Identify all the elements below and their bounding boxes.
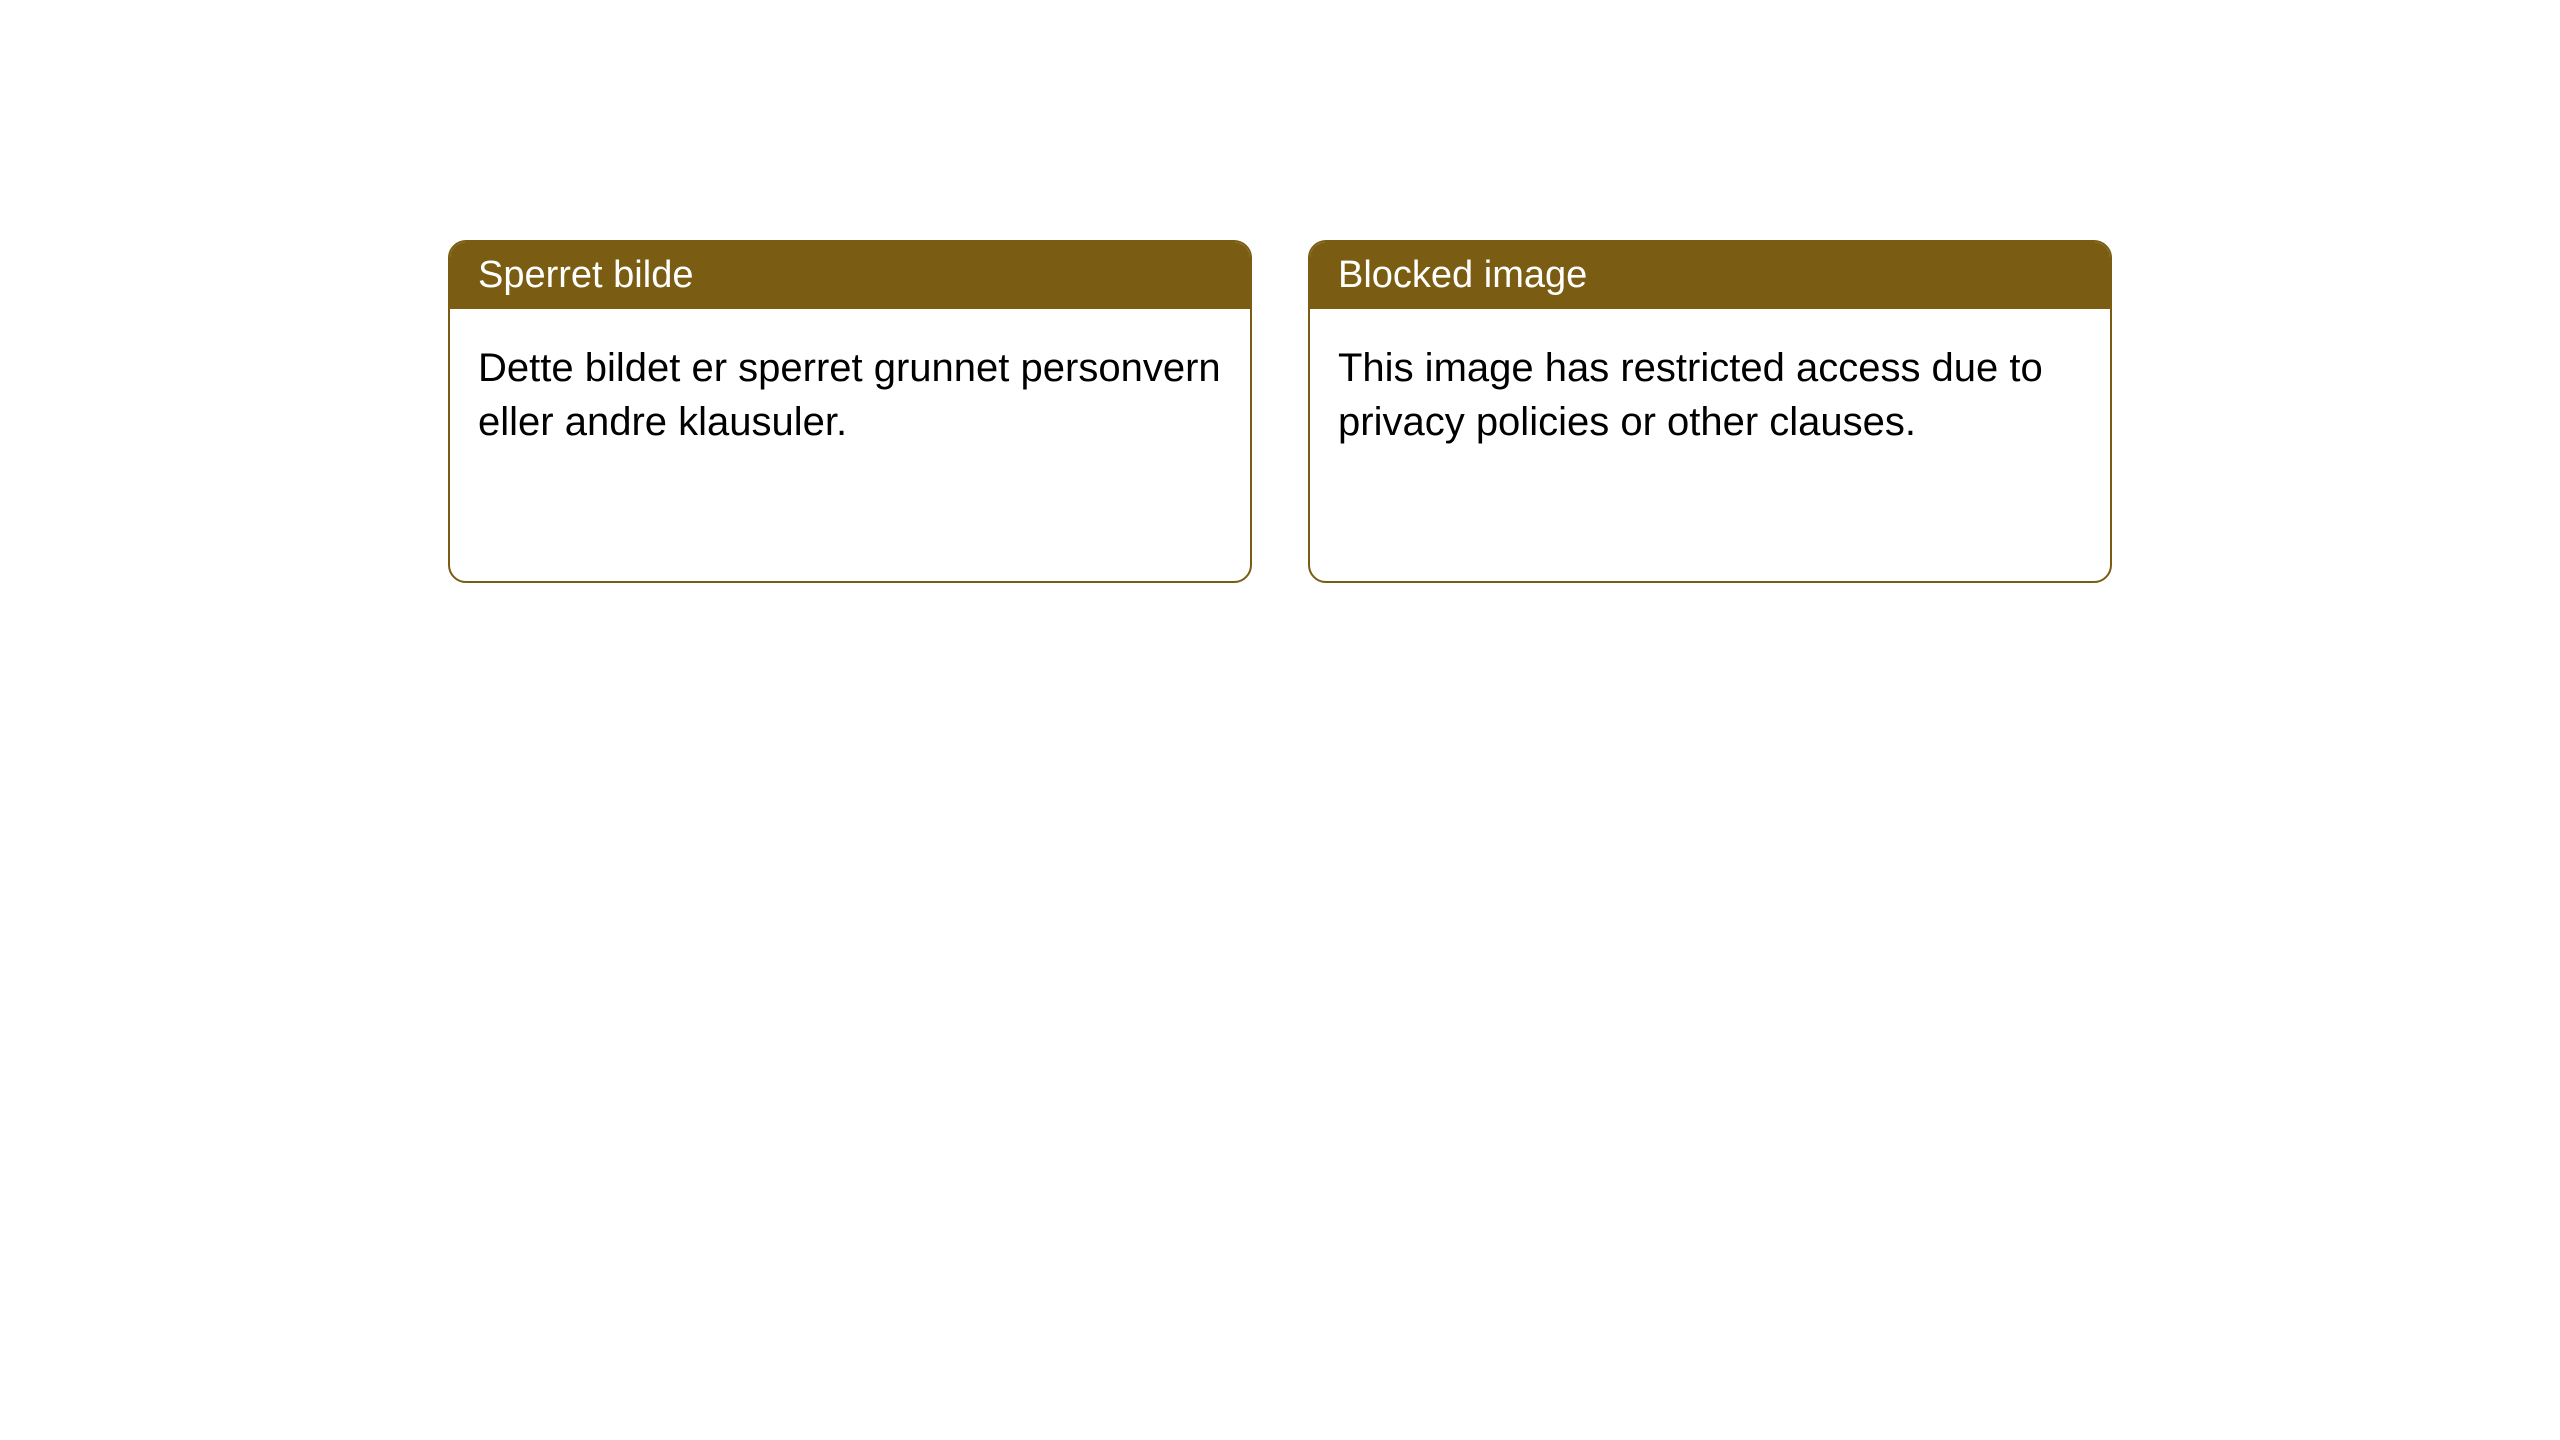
card-header-text: Blocked image — [1338, 254, 1587, 296]
notice-card-english: Blocked image This image has restricted … — [1308, 240, 2112, 583]
card-body-text: Dette bildet er sperret grunnet personve… — [478, 346, 1221, 444]
card-header-text: Sperret bilde — [478, 254, 693, 296]
notice-card-norwegian: Sperret bilde Dette bildet er sperret gr… — [448, 240, 1252, 583]
notice-container: Sperret bilde Dette bildet er sperret gr… — [448, 240, 2112, 583]
card-body: This image has restricted access due to … — [1310, 309, 2110, 581]
card-body: Dette bildet er sperret grunnet personve… — [450, 309, 1250, 581]
card-body-text: This image has restricted access due to … — [1338, 346, 2043, 444]
card-header: Blocked image — [1310, 242, 2110, 309]
card-header: Sperret bilde — [450, 242, 1250, 309]
